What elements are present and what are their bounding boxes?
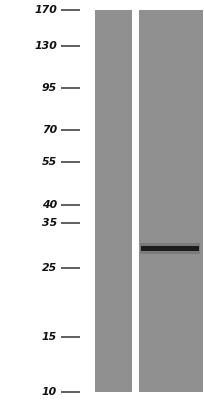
Text: 55: 55 — [42, 157, 57, 167]
Text: 35: 35 — [42, 218, 57, 228]
Bar — [132, 10, 139, 392]
Bar — [139, 10, 203, 392]
Bar — [141, 246, 199, 251]
Text: 130: 130 — [34, 41, 57, 51]
Text: 170: 170 — [34, 5, 57, 15]
Text: 70: 70 — [42, 125, 57, 135]
Text: 25: 25 — [42, 264, 57, 274]
Text: 10: 10 — [42, 387, 57, 397]
Text: 40: 40 — [42, 200, 57, 210]
Bar — [140, 243, 200, 254]
Text: 95: 95 — [42, 84, 57, 94]
Text: 15: 15 — [42, 332, 57, 342]
Bar — [95, 10, 132, 392]
